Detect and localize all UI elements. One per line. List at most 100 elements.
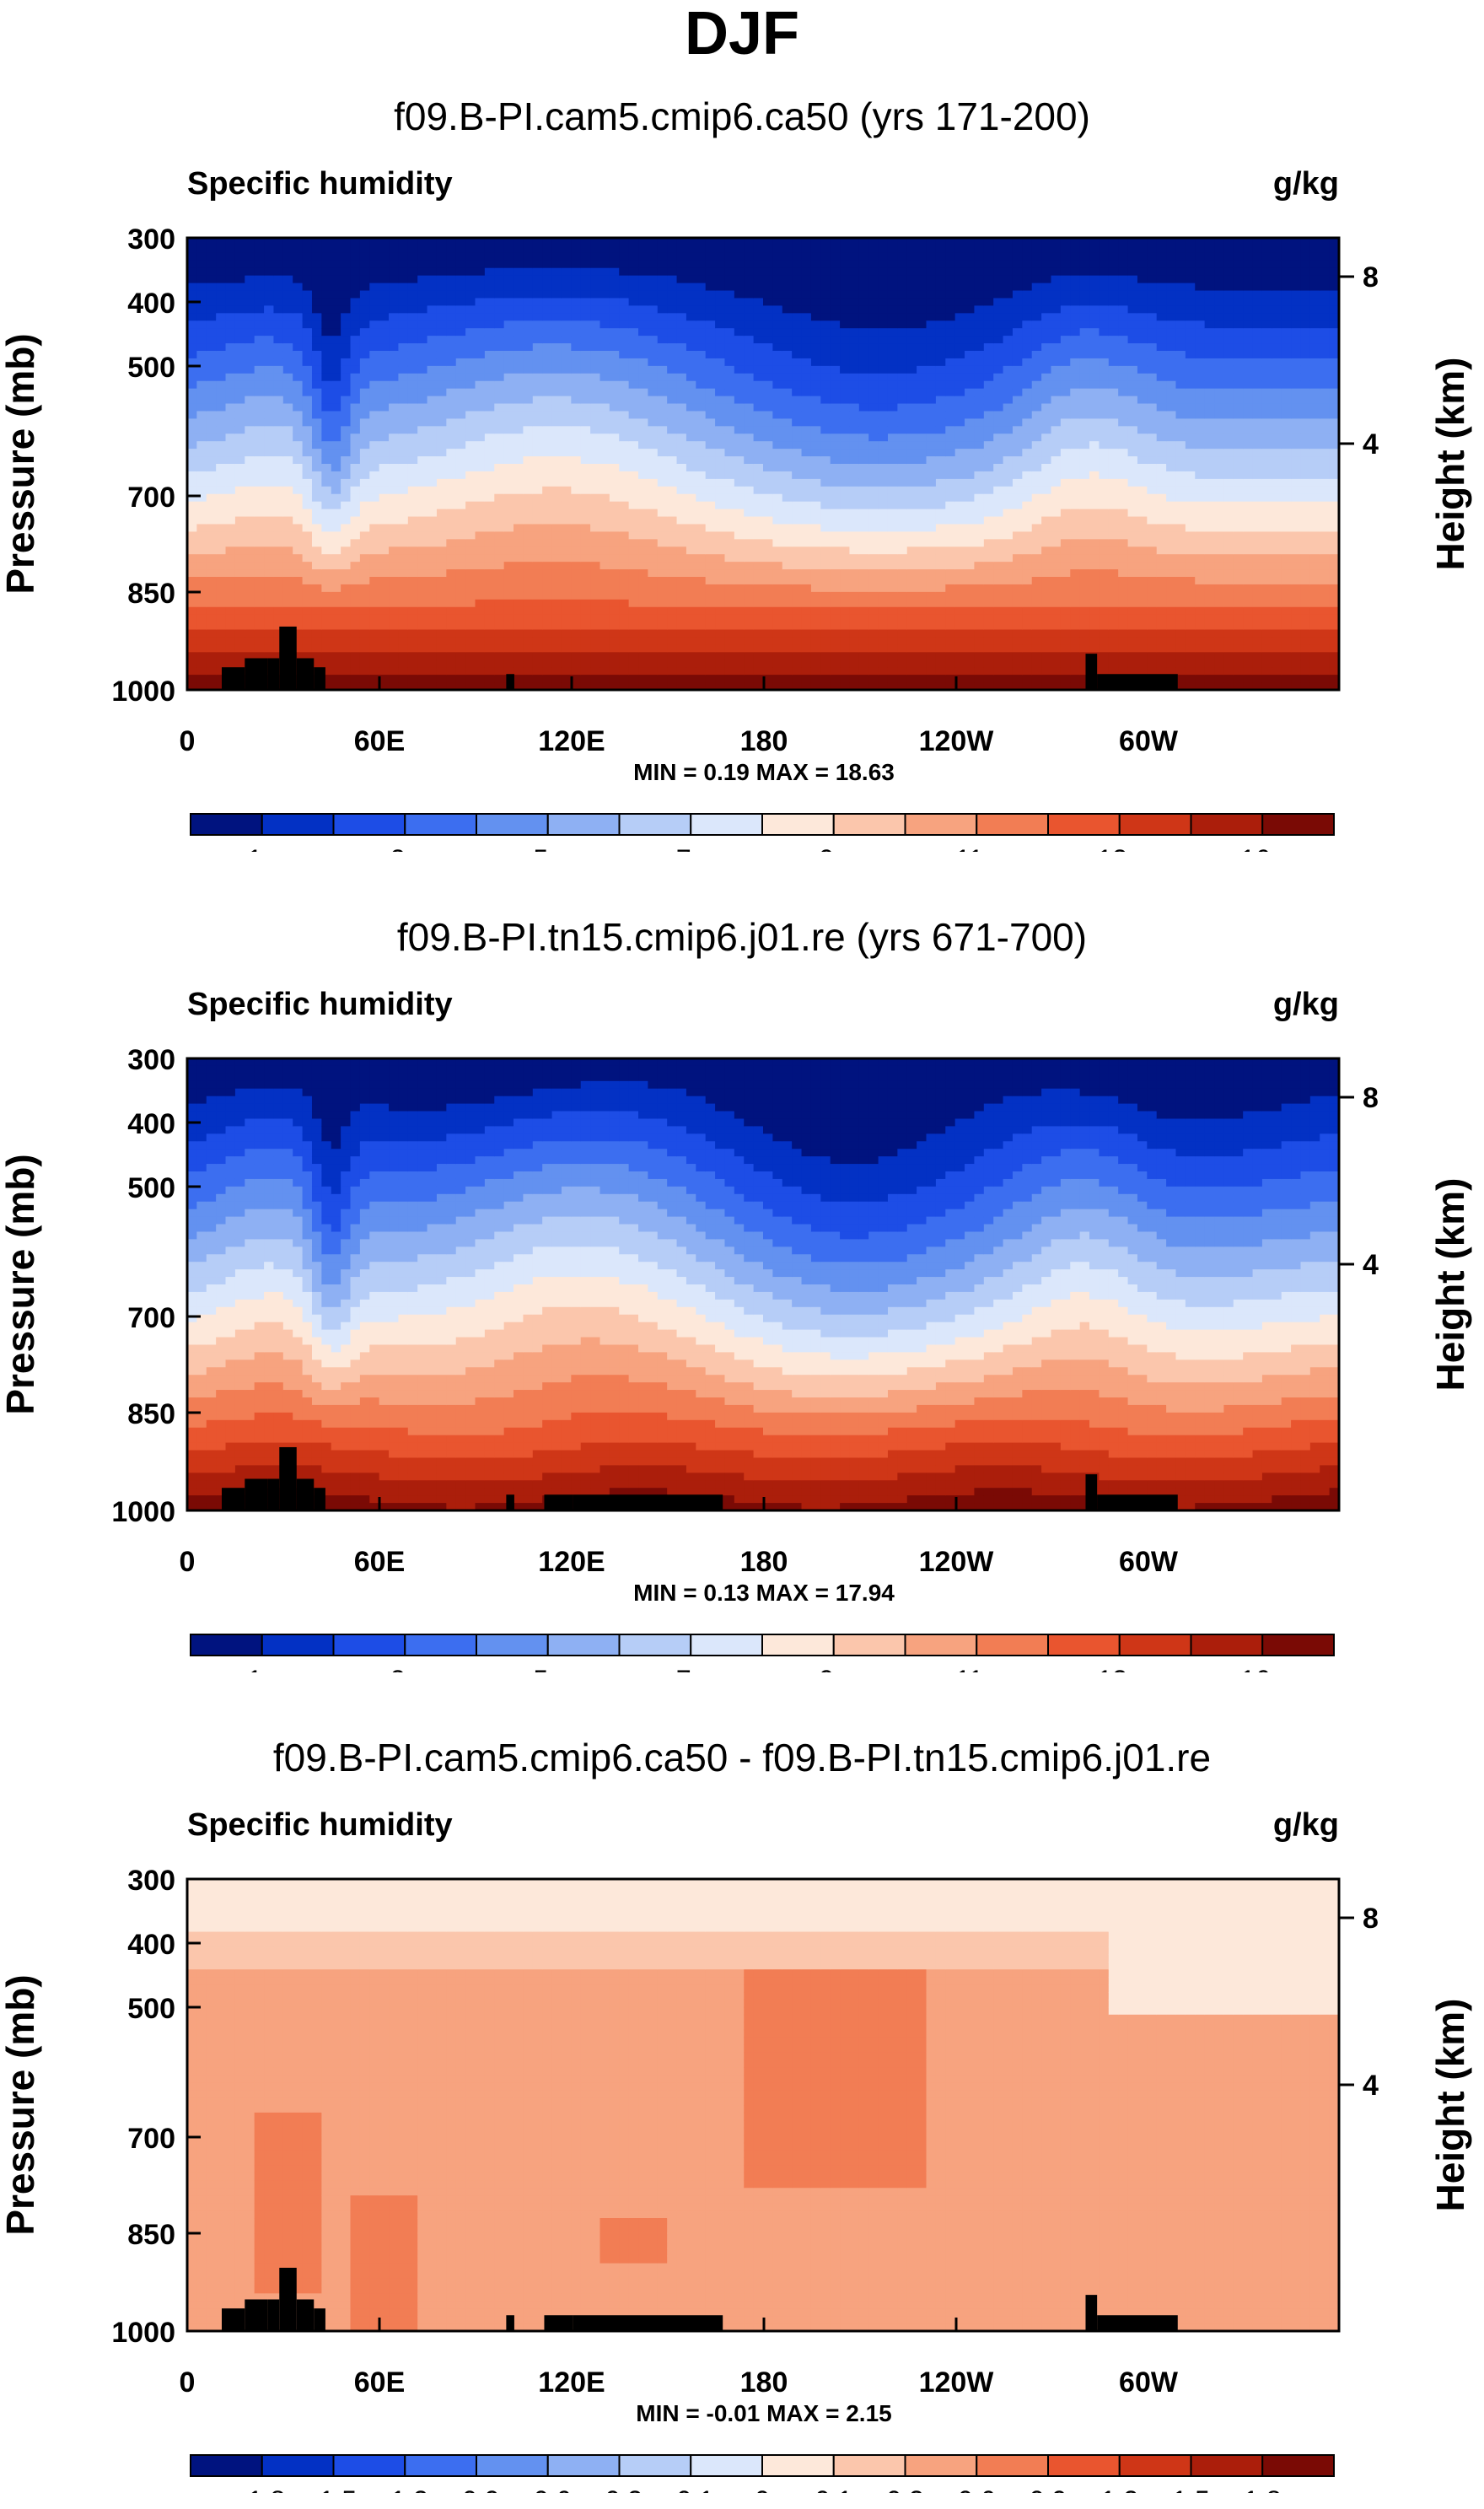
field-cell (302, 305, 313, 314)
field-cell (359, 562, 370, 570)
field-cell (254, 313, 265, 321)
field-cell (974, 426, 985, 434)
field-cell (648, 245, 659, 254)
field-cell (849, 554, 860, 563)
field-cell (715, 599, 726, 608)
field-cell (887, 471, 898, 480)
field-cell (245, 539, 255, 547)
field-cell (763, 614, 773, 623)
field-cell (715, 629, 726, 638)
field-cell (417, 682, 428, 691)
field-cell (494, 531, 505, 540)
field-cell (513, 305, 524, 314)
field-cell (945, 584, 956, 593)
field-cell (609, 614, 620, 623)
field-cell (906, 351, 917, 359)
field-cell (830, 252, 841, 261)
field-cell (657, 283, 668, 292)
field-cell (436, 622, 447, 631)
field-cell (503, 554, 514, 563)
field-cell (542, 313, 553, 321)
field-cell (580, 433, 591, 442)
field-cell (532, 539, 543, 547)
field-cell (715, 238, 726, 246)
field-cell (311, 336, 322, 344)
field-cell (282, 238, 293, 246)
field-cell (868, 667, 879, 676)
field-cell (293, 283, 304, 292)
field-cell (715, 554, 726, 563)
field-cell (734, 637, 745, 645)
field-cell (763, 675, 773, 683)
field-cell (513, 493, 524, 503)
field-cell (820, 320, 831, 329)
field-cell (350, 562, 361, 570)
field-cell (917, 365, 928, 374)
field-cell (465, 569, 476, 578)
field-cell (792, 290, 803, 299)
field-cell (580, 682, 591, 691)
field-cell (407, 622, 418, 631)
field-cell (196, 358, 207, 367)
field-cell (753, 471, 764, 480)
field-cell (810, 531, 821, 540)
field-cell (427, 328, 438, 337)
field-cell (427, 562, 438, 570)
field-cell (868, 260, 879, 269)
field-cell (676, 501, 687, 510)
field-cell (840, 298, 851, 306)
field-cell (897, 320, 908, 329)
field-cell (379, 486, 390, 495)
field-cell (407, 516, 418, 525)
field-cell (254, 464, 265, 472)
field-cell (935, 380, 946, 390)
field-cell (619, 441, 630, 450)
field-cell (580, 260, 591, 269)
field-cell (676, 320, 687, 329)
field-cell (350, 267, 361, 277)
field-cell (878, 426, 889, 434)
field-cell (724, 260, 735, 269)
field-cell (484, 524, 495, 532)
field-cell (965, 365, 976, 374)
field-cell (686, 426, 696, 434)
field-cell (350, 622, 361, 631)
field-cell (427, 546, 438, 555)
field-cell (273, 351, 284, 359)
field-cell (954, 328, 965, 337)
field-cell (926, 546, 937, 555)
field-cell (657, 403, 668, 412)
field-cell (225, 486, 236, 495)
field-cell (523, 449, 534, 457)
field-cell (264, 456, 275, 465)
field-cell (696, 637, 707, 645)
field-cell (954, 388, 965, 397)
field-cell (311, 629, 322, 638)
field-cell (965, 652, 976, 660)
field-cell (216, 606, 227, 616)
field-cell (225, 298, 236, 306)
field-cell (475, 569, 486, 578)
field-cell (417, 283, 428, 292)
field-cell (398, 305, 409, 314)
field-cell (216, 252, 227, 261)
field-cell (974, 629, 985, 638)
field-cell (503, 569, 514, 578)
field-cell (494, 336, 505, 344)
field-cell (590, 501, 601, 510)
field-cell (638, 305, 648, 314)
field-cell (196, 403, 207, 412)
field-cell (782, 320, 793, 329)
field-cell (897, 606, 908, 616)
field-cell (580, 388, 591, 397)
field-cell (792, 313, 803, 321)
field-cell (878, 388, 889, 397)
field-cell (696, 252, 707, 261)
field-cell (551, 336, 562, 344)
field-cell (379, 562, 390, 570)
field-cell (792, 644, 803, 653)
field-cell (561, 652, 572, 660)
field-cell (503, 449, 514, 457)
field-cell (667, 516, 678, 525)
field-cell (225, 283, 236, 292)
